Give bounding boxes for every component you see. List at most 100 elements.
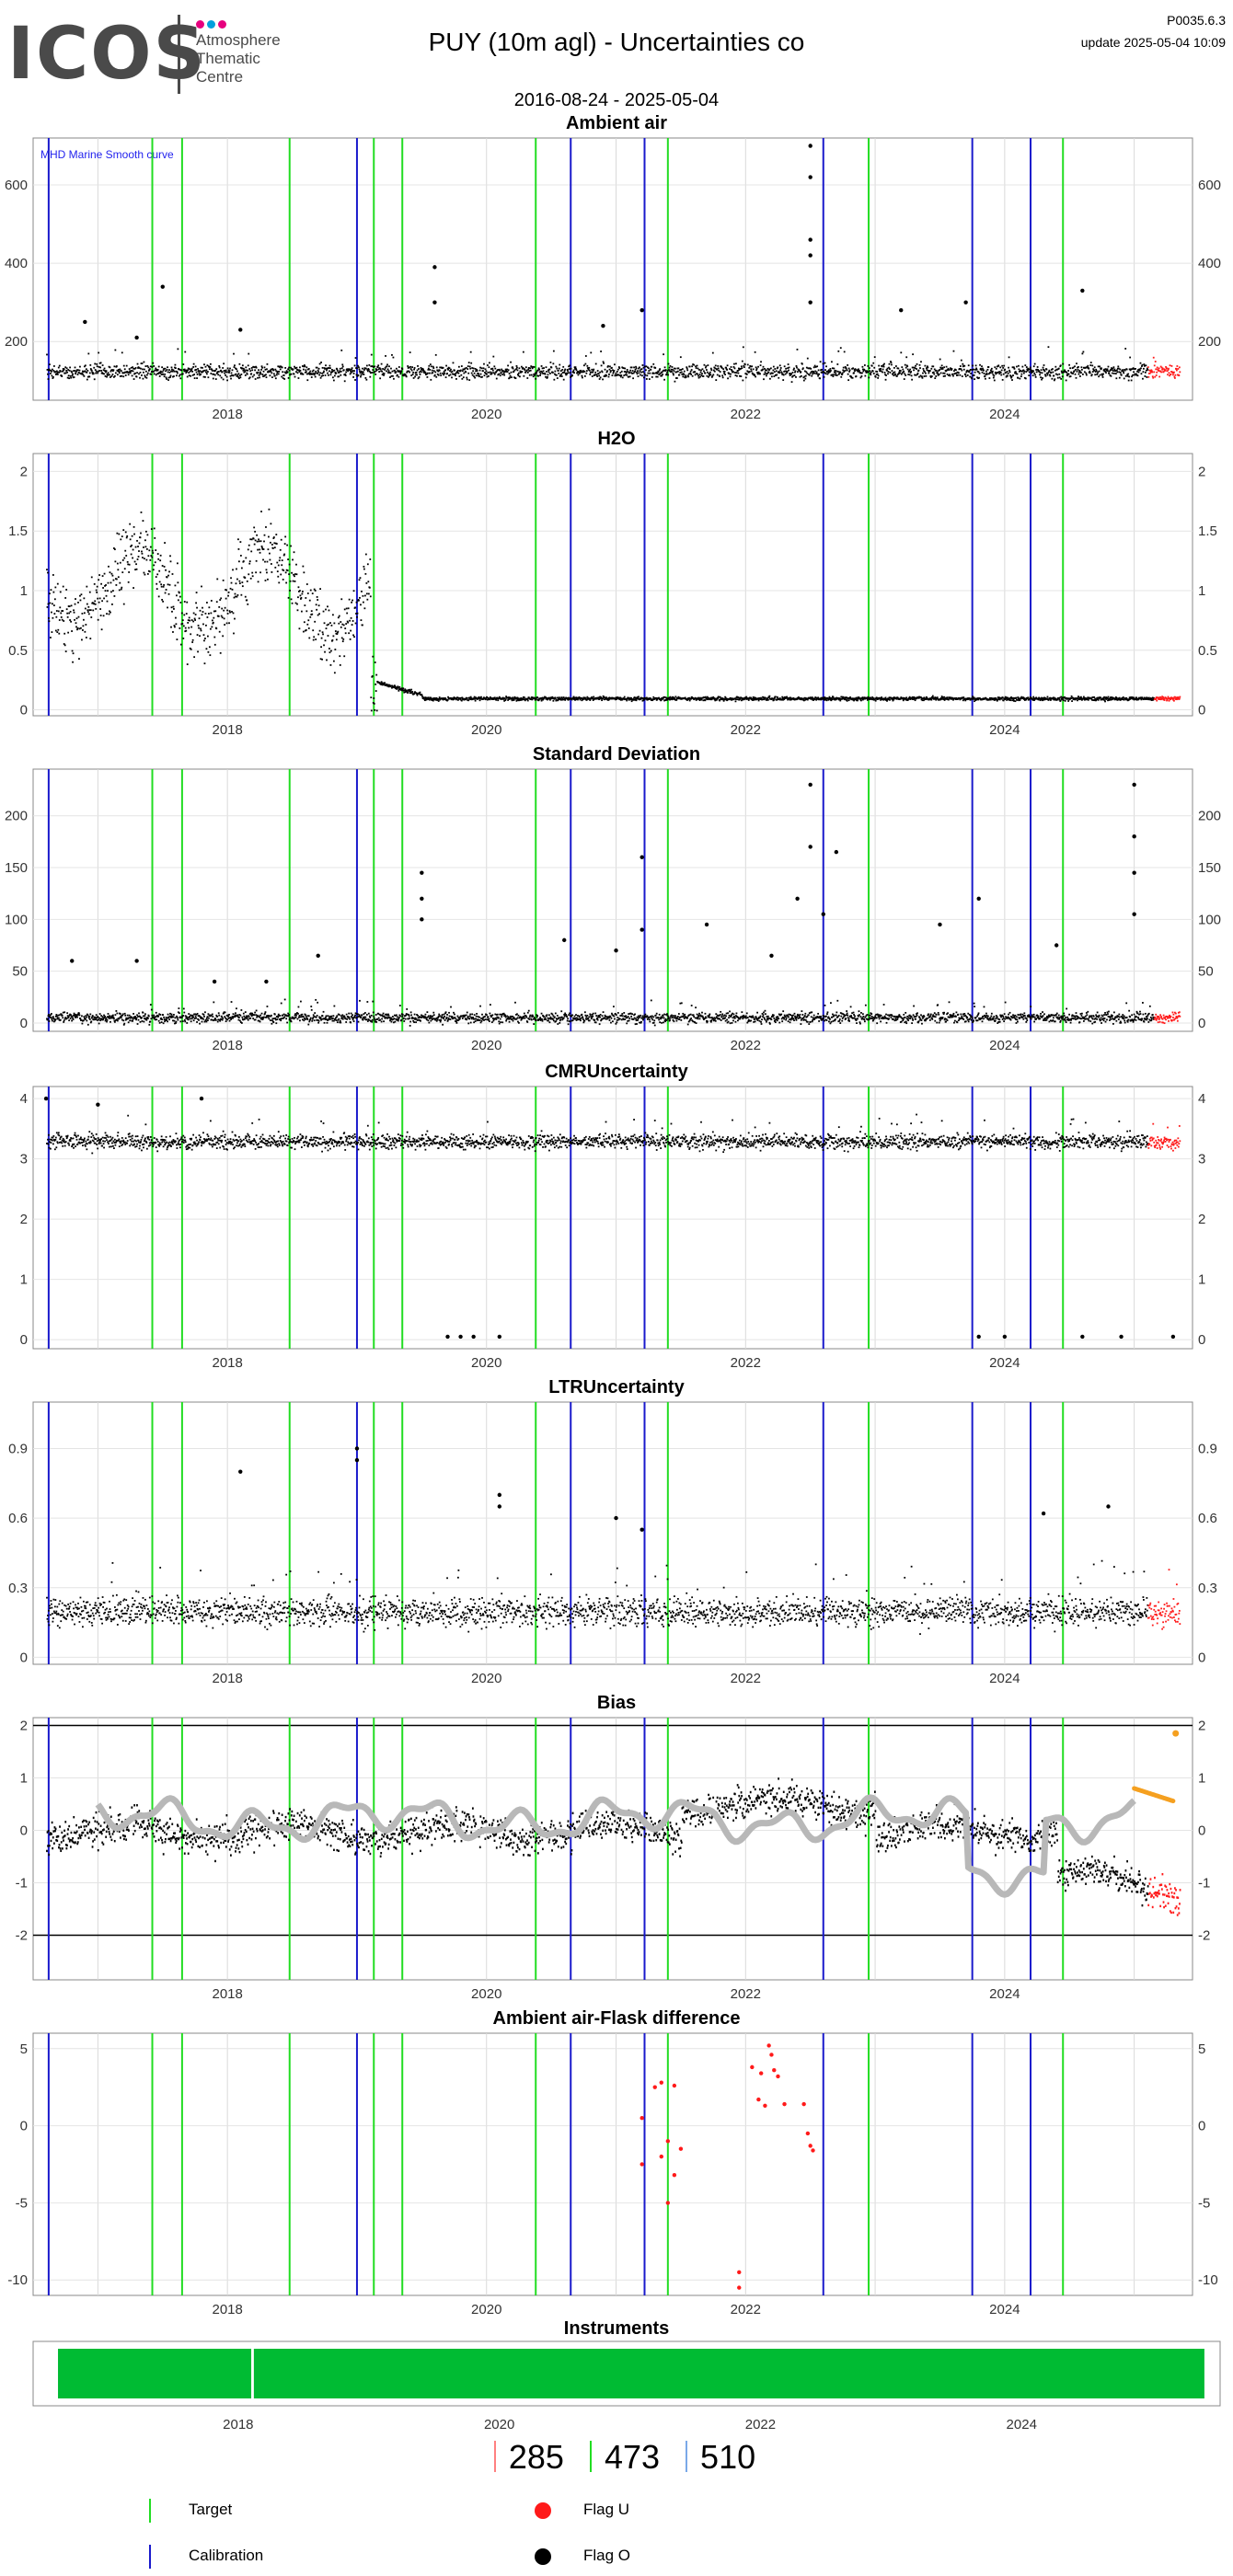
data-point [690,374,693,375]
data-point [1022,372,1025,374]
data-point [137,556,140,558]
data-point [230,581,233,584]
data-point [430,365,432,368]
data-point [145,547,148,550]
data-point [52,616,54,619]
data-point [107,374,109,376]
data-point [870,374,872,376]
data-point [332,370,335,372]
data-point [226,367,229,370]
data-point [224,370,226,373]
data-point [1162,371,1165,374]
data-point [317,633,320,636]
data-point [1076,370,1078,373]
data-point [102,369,105,372]
data-point [1048,698,1050,701]
data-point [1159,370,1162,373]
data-point [639,366,640,369]
data-point [413,693,415,695]
data-point [914,699,916,702]
data-point [1048,369,1051,372]
data-point [1087,696,1089,699]
data-point [84,364,86,367]
data-point [429,697,432,700]
data-point [192,362,195,365]
data-point [194,365,197,368]
data-point [191,638,194,641]
data-point [1034,697,1037,700]
data-point [908,374,911,376]
data-point [908,370,911,372]
data-point [612,372,615,374]
data-point [202,623,204,626]
data-point [723,372,726,374]
data-point [619,698,622,701]
data-point [1014,696,1016,699]
data-point [670,368,673,371]
data-point [994,697,997,699]
data-point [808,144,812,148]
data-point [118,533,121,535]
data-point [1086,366,1089,369]
data-point [678,369,681,372]
data-point [358,599,360,602]
data-point [367,581,370,583]
data-point [313,588,316,591]
data-point [1023,699,1026,701]
data-point [328,648,330,650]
data-point [223,370,225,372]
data-point [700,374,703,377]
data-point [695,365,697,368]
data-point [138,367,141,369]
data-point [674,698,676,701]
data-point [1067,373,1070,375]
data-point [540,365,543,367]
data-point [522,696,524,698]
data-point [98,370,101,372]
data-point [97,618,99,621]
data-point [720,366,723,369]
data-point [341,363,344,366]
data-point [907,374,910,375]
data-point [773,371,776,374]
data-point [346,620,349,623]
data-point [848,697,851,700]
data-point [288,563,291,566]
data-point [999,366,1002,369]
data-point [493,373,496,375]
data-point [580,369,582,372]
data-point [171,610,173,613]
data-point [699,375,701,378]
data-point [828,697,830,700]
data-point [1170,374,1172,375]
data-point [1178,374,1181,377]
data-point [457,365,460,368]
data-point [951,373,954,375]
data-point [220,376,223,379]
data-point [232,374,235,377]
data-point [490,372,493,374]
data-point [616,374,619,376]
data-point [507,699,509,701]
data-point [432,365,434,368]
data-point [1089,370,1091,373]
data-point [236,374,238,377]
data-point [856,699,858,702]
data-point [146,364,149,367]
data-point [340,367,343,370]
data-point [284,535,287,538]
data-point [369,595,372,598]
data-point [203,363,205,366]
data-point [214,378,217,380]
data-point [113,547,115,549]
data-point [136,362,139,365]
data-point [281,559,283,562]
data-point [1133,371,1135,374]
data-point [760,696,762,699]
data-point [948,374,950,376]
data-point [409,368,412,370]
data-point [1124,348,1127,350]
data-point [151,370,154,373]
data-point [867,365,870,367]
data-point [535,377,537,380]
